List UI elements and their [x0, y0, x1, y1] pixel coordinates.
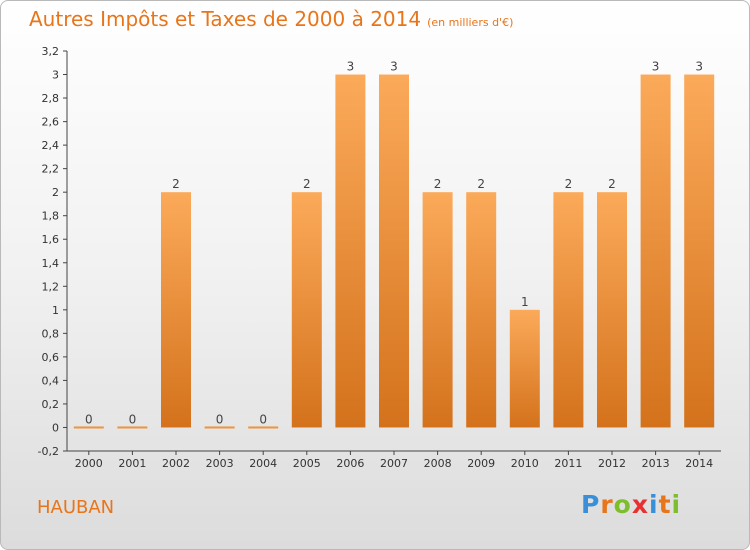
y-tick-label: 0,2: [42, 398, 60, 411]
data-label-2014: 3: [695, 60, 703, 74]
x-tick-label: 2011: [554, 457, 582, 470]
data-label-2003: 0: [216, 412, 224, 426]
logo-letter: x: [631, 490, 649, 519]
data-label-2007: 3: [390, 60, 398, 74]
x-tick-label: 2009: [467, 457, 495, 470]
x-tick-label: 2008: [424, 457, 452, 470]
bar-2006: [335, 74, 366, 428]
x-tick-label: 2013: [642, 457, 670, 470]
y-tick-label: -0,2: [38, 445, 59, 458]
y-tick-label: 0: [52, 421, 59, 434]
bars: 0 0 2 0 0 2 3 3 2 2 1 2 2 3 3: [73, 60, 715, 429]
logo-letter: t: [658, 490, 672, 519]
y-tick-label: 0,6: [42, 351, 60, 364]
x-tick-label: 2006: [336, 457, 364, 470]
y-tick-label: 2: [52, 186, 59, 199]
title-unit: (en milliers d'€): [427, 16, 514, 29]
x-tick-label: 2012: [598, 457, 626, 470]
axes: -0,2 0 0,2 0,4 0,6 0,8 1 1,2 1,4 1,6 1,8 2 2,2 2,4 2,6…: [38, 45, 721, 470]
logo-letter: P: [581, 490, 601, 519]
bar-2014: [684, 74, 715, 428]
bar-2002: [161, 192, 191, 428]
bar-2004: [248, 426, 279, 429]
y-tick-label: 2,4: [42, 139, 60, 152]
y-tick-label: 0,8: [42, 327, 60, 340]
y-tick-label: 1,8: [42, 210, 60, 223]
data-label-2011: 2: [565, 177, 573, 191]
bar-2005: [291, 192, 322, 428]
x-tick-label: 2001: [118, 457, 146, 470]
bar-2000: [73, 426, 104, 429]
bar-2008: [422, 192, 453, 428]
bar-2001: [117, 426, 148, 429]
x-tick-label: 2003: [206, 457, 234, 470]
data-label-2008: 2: [434, 177, 442, 191]
bar-2009: [466, 192, 497, 428]
x-tick-label: 2010: [511, 457, 539, 470]
title-main: Autres Impôts et Taxes de 2000 à 2014: [29, 7, 422, 31]
commune-name: HAUBAN: [37, 497, 115, 518]
proxiti-logo: Proxiti: [581, 490, 681, 519]
x-tick-label: 2004: [249, 457, 277, 470]
bar-2012: [597, 192, 627, 428]
logo-letter: i: [649, 490, 659, 519]
data-label-2000: 0: [85, 412, 93, 426]
data-label-2006: 3: [347, 60, 355, 74]
y-tick-label: 2,6: [42, 116, 60, 129]
y-tick-label: 1,6: [42, 233, 60, 246]
bar-2007: [379, 74, 409, 428]
data-label-2002: 2: [172, 177, 180, 191]
data-label-2009: 2: [477, 177, 485, 191]
x-tick-label: 2000: [75, 457, 103, 470]
y-tick-label: 1: [52, 304, 59, 317]
bar-2011: [553, 192, 584, 428]
data-label-2010: 1: [521, 295, 529, 309]
bar-2010: [509, 309, 540, 428]
y-tick-label: 3,2: [42, 45, 60, 58]
data-label-2005: 2: [303, 177, 311, 191]
y-tick-label: 1,4: [42, 257, 60, 270]
logo-letter: o: [613, 490, 632, 519]
y-tick-label: 2,2: [42, 163, 60, 176]
chart-title: Autres Impôts et Taxes de 2000 à 2014 (en…: [29, 7, 513, 31]
bar-2003: [204, 426, 235, 429]
y-tick-label: 3: [52, 69, 59, 82]
data-label-2012: 2: [608, 177, 616, 191]
x-tick-label: 2007: [380, 457, 408, 470]
data-label-2013: 3: [652, 60, 660, 74]
y-tick-label: 0,4: [42, 374, 60, 387]
logo-letter: r: [600, 490, 614, 519]
x-tick-label: 2014: [685, 457, 713, 470]
logo-letter: i: [671, 490, 682, 519]
data-label-2004: 0: [259, 412, 267, 426]
data-label-2001: 0: [129, 412, 137, 426]
y-tick-label: 2,8: [42, 92, 60, 105]
y-tick-label: 1,2: [42, 280, 60, 293]
x-tick-label: 2002: [162, 457, 190, 470]
bar-2013: [640, 74, 671, 428]
x-tick-label: 2005: [293, 457, 321, 470]
